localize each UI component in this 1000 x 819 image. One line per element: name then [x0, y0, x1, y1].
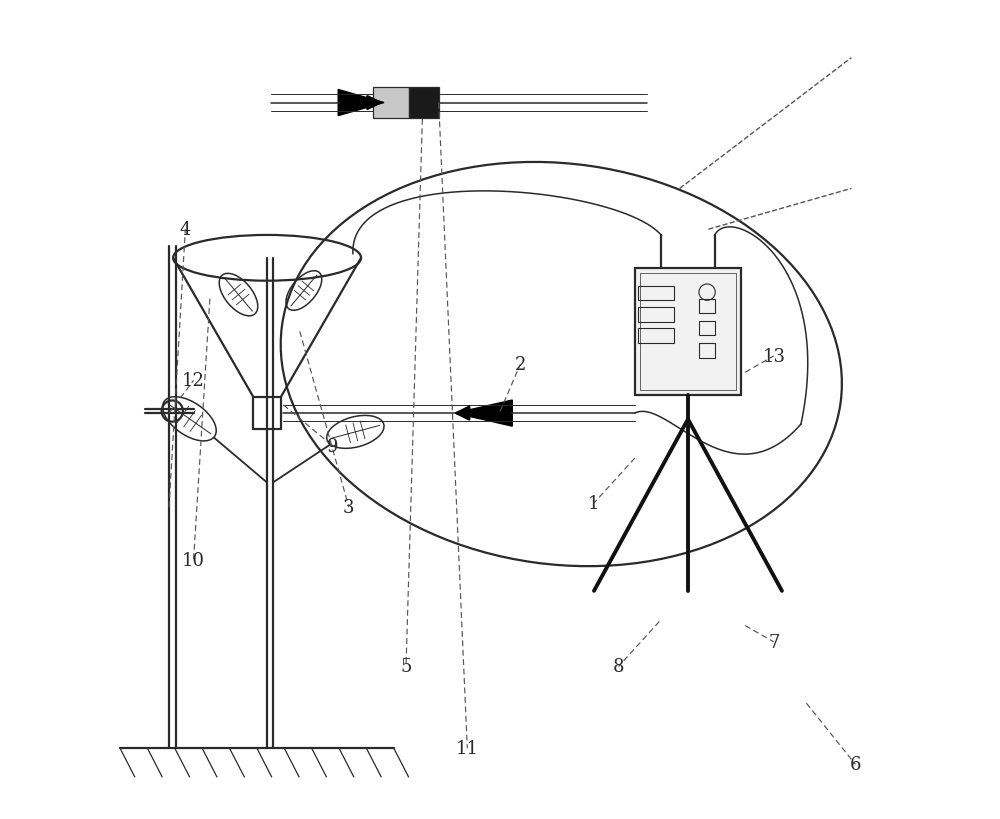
Text: 9: 9	[327, 437, 338, 455]
Text: 4: 4	[180, 221, 191, 239]
Bar	[699, 321, 715, 336]
Text: 1: 1	[588, 495, 600, 513]
Bar	[699, 299, 715, 314]
Bar	[640, 274, 736, 391]
Text: 11: 11	[456, 740, 479, 758]
Text: 12: 12	[182, 372, 205, 390]
Text: 8: 8	[613, 658, 624, 676]
Text: 3: 3	[343, 499, 355, 517]
Text: 6: 6	[850, 756, 861, 774]
Bar	[409, 88, 439, 119]
Text: 10: 10	[182, 551, 205, 569]
Bar	[635, 269, 741, 396]
Bar	[638, 307, 674, 322]
Bar	[638, 328, 674, 343]
Bar	[373, 88, 409, 119]
Bar	[699, 343, 715, 358]
Text: 2: 2	[515, 355, 526, 373]
Polygon shape	[338, 90, 384, 116]
Text: 13: 13	[762, 347, 785, 365]
Bar	[638, 287, 674, 301]
Text: 5: 5	[400, 658, 412, 676]
Polygon shape	[455, 400, 512, 427]
Text: 7: 7	[768, 633, 779, 651]
